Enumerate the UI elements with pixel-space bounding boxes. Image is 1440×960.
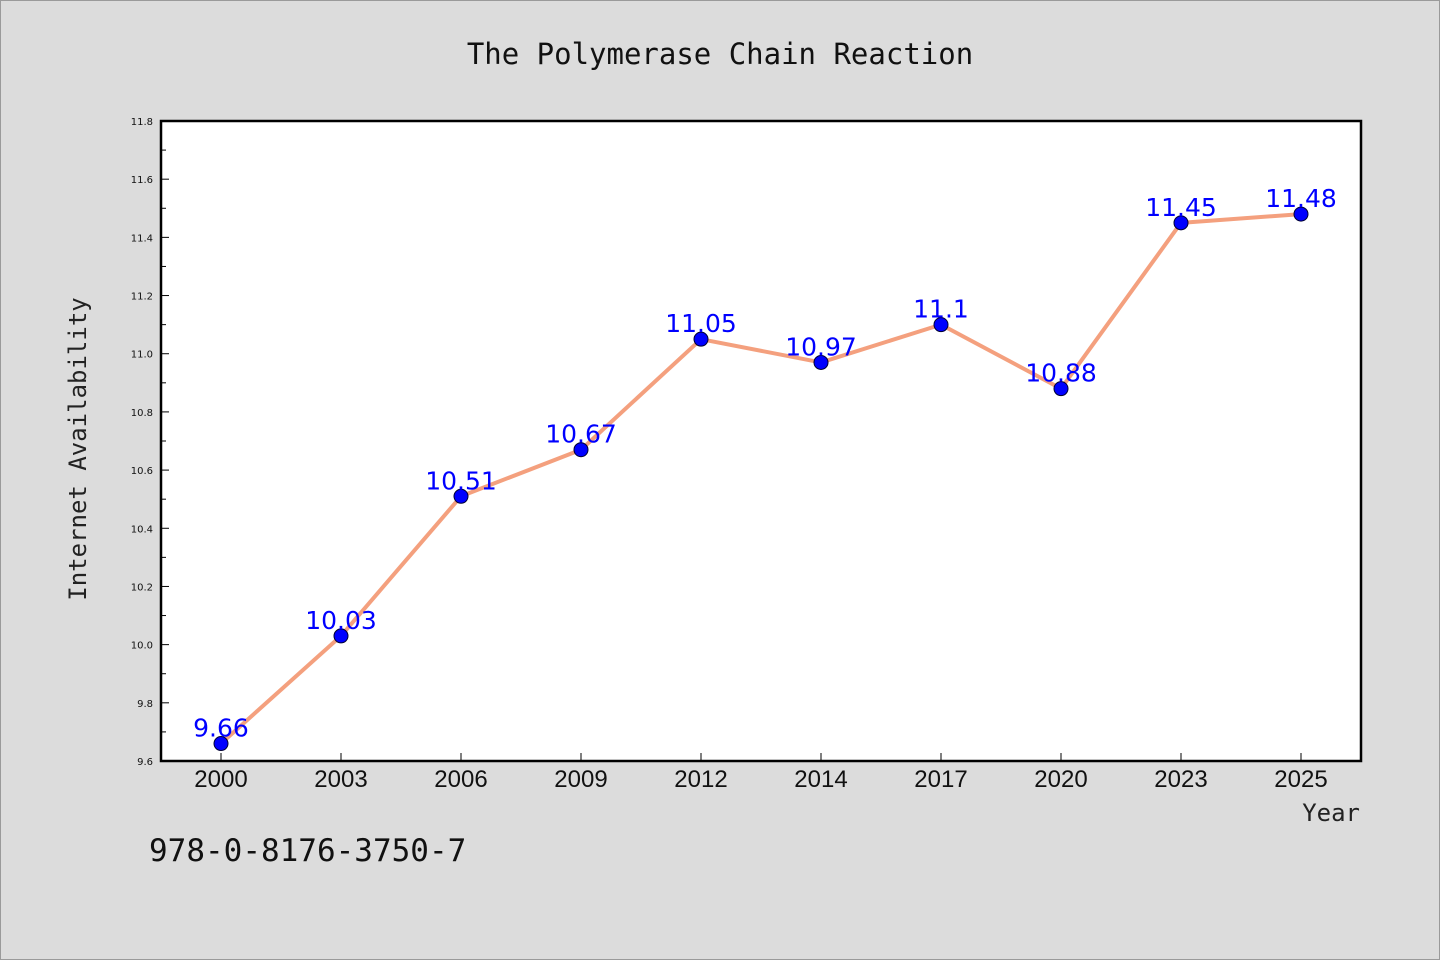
x-axis-label: Year	[1302, 799, 1360, 827]
data-label: 10.67	[545, 420, 617, 449]
y-tick-label: 11.0	[131, 350, 153, 361]
x-tick-label: 2020	[1034, 766, 1087, 793]
y-tick-label: 11.2	[131, 292, 153, 303]
data-point	[213, 736, 229, 752]
y-tick-label: 9.8	[137, 699, 153, 710]
y-tick-label: 9.6	[137, 757, 153, 768]
x-tick-label: 2009	[554, 766, 607, 793]
x-tick-label: 2025	[1274, 766, 1327, 793]
data-label: 11.1	[913, 295, 969, 324]
plot-area	[159, 119, 1363, 763]
data-labels: 9.66 10.03 10.51 10.67 11.05 10.97 11.1 10.88 11…	[193, 184, 1337, 742]
chart-title: The Polymerase Chain Reaction	[467, 37, 973, 71]
data-point	[1053, 381, 1069, 397]
y-tick-label: 11.8	[131, 117, 153, 128]
data-point	[573, 442, 589, 458]
x-tick-label: 2023	[1154, 766, 1207, 793]
data-point	[1293, 206, 1309, 222]
y-tick-label: 10.0	[131, 641, 153, 652]
data-label: 11.05	[665, 309, 737, 338]
y-axis: 9.6 9.8 10.0 10.2 10.4 10.6 10.8 11.0 11.2 11.4 11…	[131, 117, 169, 768]
x-tick-label: 2017	[914, 766, 967, 793]
data-markers	[213, 206, 1309, 752]
data-label: 10.88	[1025, 359, 1097, 388]
series-line	[219, 212, 1302, 746]
data-label: 11.45	[1145, 193, 1217, 222]
x-tick-label: 2000	[194, 766, 247, 793]
y-tick-label: 11.4	[131, 233, 153, 244]
data-label: 10.03	[305, 606, 377, 635]
y-tick-label: 10.6	[131, 466, 153, 477]
y-tick-label: 11.6	[131, 175, 153, 186]
y-tick-label: 10.4	[131, 524, 153, 535]
data-point	[933, 317, 949, 333]
data-label: 11.48	[1265, 184, 1337, 213]
data-point	[333, 628, 349, 644]
data-point	[1173, 215, 1189, 231]
data-point	[813, 354, 829, 370]
data-label: 9.66	[193, 714, 249, 743]
x-tick-label: 2012	[674, 766, 727, 793]
data-label: 10.97	[785, 332, 857, 361]
data-point	[693, 331, 709, 347]
x-tick-label: 2006	[434, 766, 487, 793]
isbn-text: 978-0-8176-3750-7	[149, 833, 467, 869]
x-tick-label: 2003	[314, 766, 367, 793]
data-point	[453, 488, 469, 504]
x-axis: 2000 2003 2006 2009 2012 2014 2017 2020 2023 2025	[194, 753, 1328, 793]
data-label: 10.51	[425, 466, 497, 495]
y-tick-label: 10.8	[131, 408, 153, 419]
y-tick-label: 10.2	[131, 582, 153, 593]
y-axis-label: Internet Availability	[64, 297, 92, 600]
x-tick-label: 2014	[794, 766, 847, 793]
